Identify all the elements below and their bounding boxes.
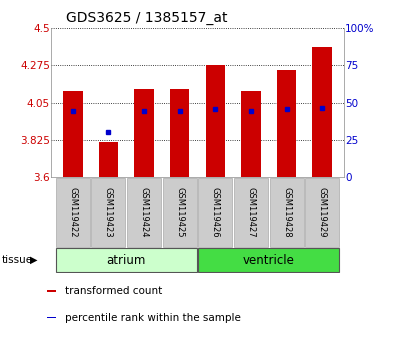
Bar (47, 290, 56, 292)
Bar (312, 47, 332, 177)
Text: GSM119429: GSM119429 (318, 187, 327, 238)
Text: tissue: tissue (2, 255, 33, 265)
Bar (198, 248, 339, 272)
Text: GDS3625 / 1385157_at: GDS3625 / 1385157_at (66, 11, 228, 24)
Text: GSM119424: GSM119424 (139, 187, 149, 238)
Bar (56, 248, 197, 272)
Bar (234, 178, 268, 247)
Bar (170, 90, 190, 177)
Text: GSM119422: GSM119422 (68, 187, 77, 238)
Bar (47, 316, 56, 319)
Bar (205, 65, 225, 177)
Text: transformed count: transformed count (65, 286, 162, 296)
Bar (134, 90, 154, 177)
Bar (56, 178, 90, 247)
Text: atrium: atrium (107, 254, 146, 267)
Text: GSM119423: GSM119423 (104, 187, 113, 238)
Text: GSM119425: GSM119425 (175, 187, 184, 238)
Text: ▶: ▶ (30, 255, 38, 265)
Bar (91, 178, 126, 247)
Bar (269, 178, 304, 247)
Bar (63, 91, 83, 177)
Bar (241, 91, 261, 177)
Text: GSM119427: GSM119427 (246, 187, 256, 238)
Text: GSM119426: GSM119426 (211, 187, 220, 238)
Bar (277, 70, 296, 177)
Text: percentile rank within the sample: percentile rank within the sample (65, 313, 241, 322)
Bar (99, 142, 118, 177)
Text: GSM119428: GSM119428 (282, 187, 291, 238)
Bar (198, 178, 232, 247)
Text: ventricle: ventricle (243, 254, 295, 267)
Bar (127, 178, 161, 247)
Bar (163, 178, 197, 247)
Bar (305, 178, 339, 247)
